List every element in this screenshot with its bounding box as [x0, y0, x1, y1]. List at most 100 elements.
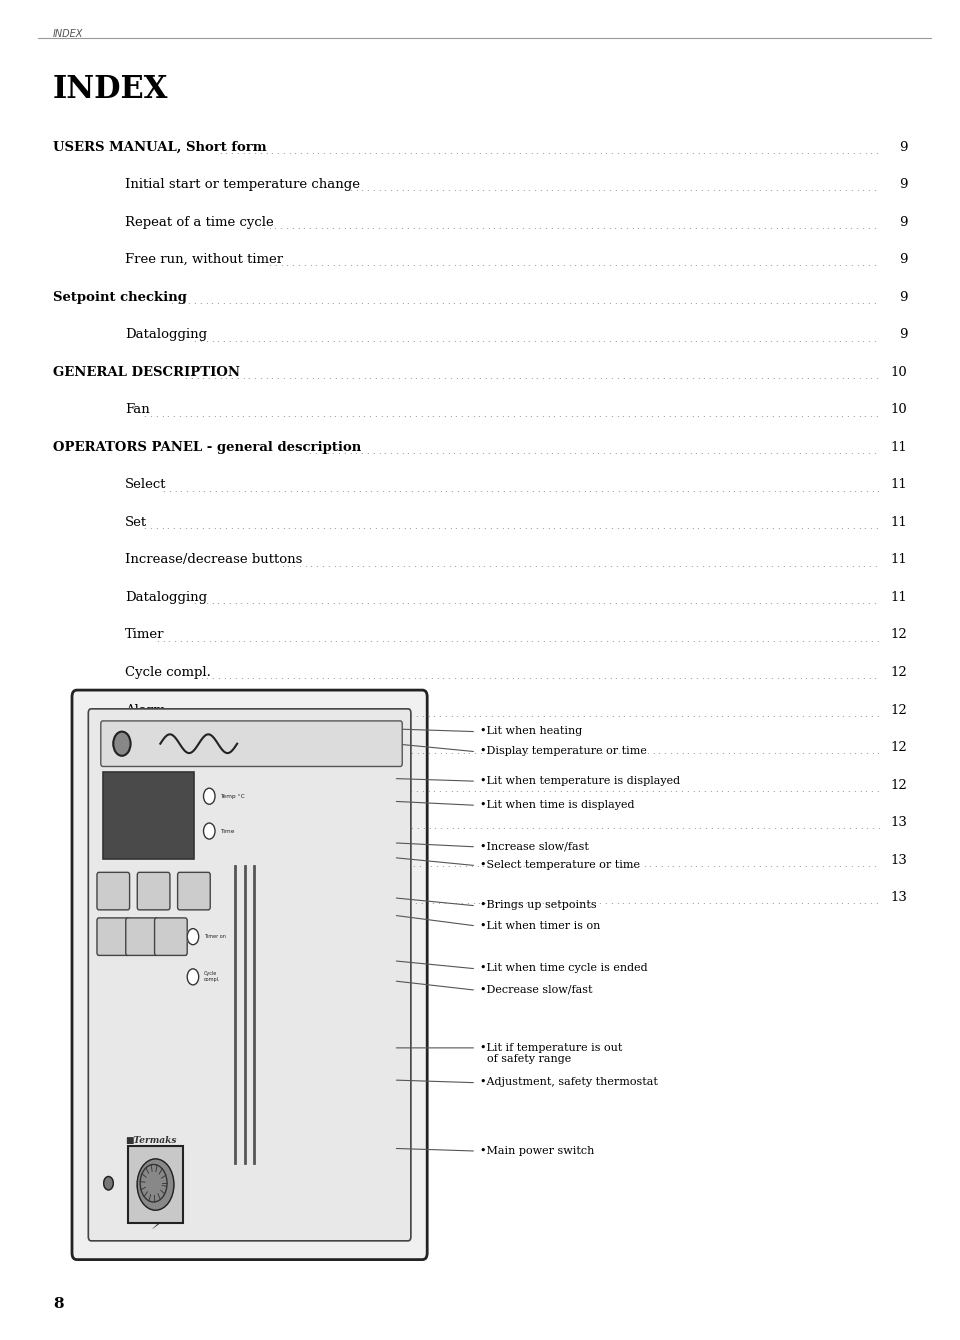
Text: .: .	[355, 673, 358, 681]
Text: .: .	[657, 373, 660, 381]
Text: .: .	[657, 410, 659, 418]
Text: .: .	[804, 598, 806, 606]
Text: .: .	[424, 260, 426, 268]
Text: .: .	[367, 598, 369, 606]
Text: .: .	[772, 635, 775, 643]
Text: .: .	[574, 598, 576, 606]
Text: .: .	[372, 222, 374, 230]
Text: .: .	[688, 448, 691, 456]
Text: .: .	[292, 673, 295, 681]
Text: .: .	[614, 260, 616, 268]
Text: .: .	[401, 673, 404, 681]
Text: .: .	[323, 710, 325, 718]
Text: .: .	[822, 860, 824, 868]
Text: .: .	[518, 898, 520, 906]
Text: ■Termaks: ■Termaks	[125, 1136, 177, 1144]
Text: .: .	[259, 635, 262, 643]
Text: .: .	[853, 748, 856, 756]
Text: .: .	[730, 260, 732, 268]
Text: .: .	[308, 222, 311, 230]
Text: .: .	[280, 560, 283, 568]
Text: .: .	[378, 673, 381, 681]
Text: .: .	[787, 335, 789, 343]
Text: .: .	[570, 635, 573, 643]
Text: .: .	[828, 898, 831, 906]
Text: .: .	[639, 785, 642, 793]
Text: .: .	[777, 898, 780, 906]
Text: .: .	[403, 710, 406, 718]
Text: .: .	[674, 523, 676, 531]
Text: .: .	[603, 260, 605, 268]
Text: .: .	[559, 635, 562, 643]
Text: .: .	[430, 673, 433, 681]
Text: .: .	[620, 598, 622, 606]
Text: .: .	[419, 335, 420, 343]
Text: .: .	[372, 260, 374, 268]
Text: .: .	[472, 523, 474, 531]
Text: .: .	[271, 523, 273, 531]
Text: .: .	[692, 485, 695, 493]
Text: .: .	[616, 635, 619, 643]
Text: .: .	[200, 335, 202, 343]
Text: .: .	[757, 448, 760, 456]
Text: .: .	[651, 635, 654, 643]
Text: .: .	[202, 373, 204, 381]
Text: .: .	[625, 448, 628, 456]
Text: .: .	[545, 673, 548, 681]
Text: .: .	[747, 598, 749, 606]
Text: .: .	[305, 523, 307, 531]
Text: .: .	[832, 448, 835, 456]
Text: .: .	[470, 335, 472, 343]
Text: .: .	[643, 598, 645, 606]
Text: .: .	[603, 185, 605, 193]
Text: .: .	[522, 598, 524, 606]
Text: .: .	[645, 710, 648, 718]
Text: .: .	[639, 147, 642, 155]
Text: .: .	[685, 373, 688, 381]
Text: .: .	[344, 860, 346, 868]
Text: .: .	[582, 635, 585, 643]
Text: .: .	[795, 373, 798, 381]
Text: .: .	[491, 635, 492, 643]
Text: .: .	[734, 222, 737, 230]
Text: .: .	[534, 335, 536, 343]
Text: .: .	[703, 635, 706, 643]
Text: .: .	[621, 523, 624, 531]
Text: .: .	[452, 448, 455, 456]
Text: .: .	[614, 185, 616, 193]
Text: .: .	[743, 898, 745, 906]
Text: .: .	[630, 823, 632, 831]
Text: .: .	[431, 410, 434, 418]
Text: .: .	[419, 260, 420, 268]
Text: .: .	[492, 222, 495, 230]
Text: .: .	[776, 673, 779, 681]
Text: .: .	[482, 335, 484, 343]
Text: .: .	[313, 823, 315, 831]
Text: .: .	[588, 635, 590, 643]
Text: .: .	[317, 710, 320, 718]
Text: .: .	[632, 260, 634, 268]
Text: .: .	[784, 823, 787, 831]
Text: .: .	[732, 485, 735, 493]
Text: .: .	[288, 373, 291, 381]
Text: .: .	[811, 898, 814, 906]
Text: .: .	[458, 222, 461, 230]
Text: .: .	[632, 560, 635, 568]
Text: .: .	[225, 373, 228, 381]
Text: .: .	[709, 485, 712, 493]
Text: .: .	[179, 710, 181, 718]
Text: .: .	[870, 898, 872, 906]
Text: .: .	[851, 335, 852, 343]
Text: .: .	[605, 410, 607, 418]
Text: .: .	[593, 410, 595, 418]
Text: .: .	[796, 485, 799, 493]
Text: .: .	[645, 147, 648, 155]
Text: .: .	[533, 297, 536, 306]
Text: .: .	[701, 185, 703, 193]
Text: .: .	[436, 860, 438, 868]
Text: .: .	[821, 222, 824, 230]
Text: .: .	[338, 860, 340, 868]
Text: .: .	[223, 335, 225, 343]
Text: .: .	[726, 785, 729, 793]
Text: .: .	[812, 410, 814, 418]
